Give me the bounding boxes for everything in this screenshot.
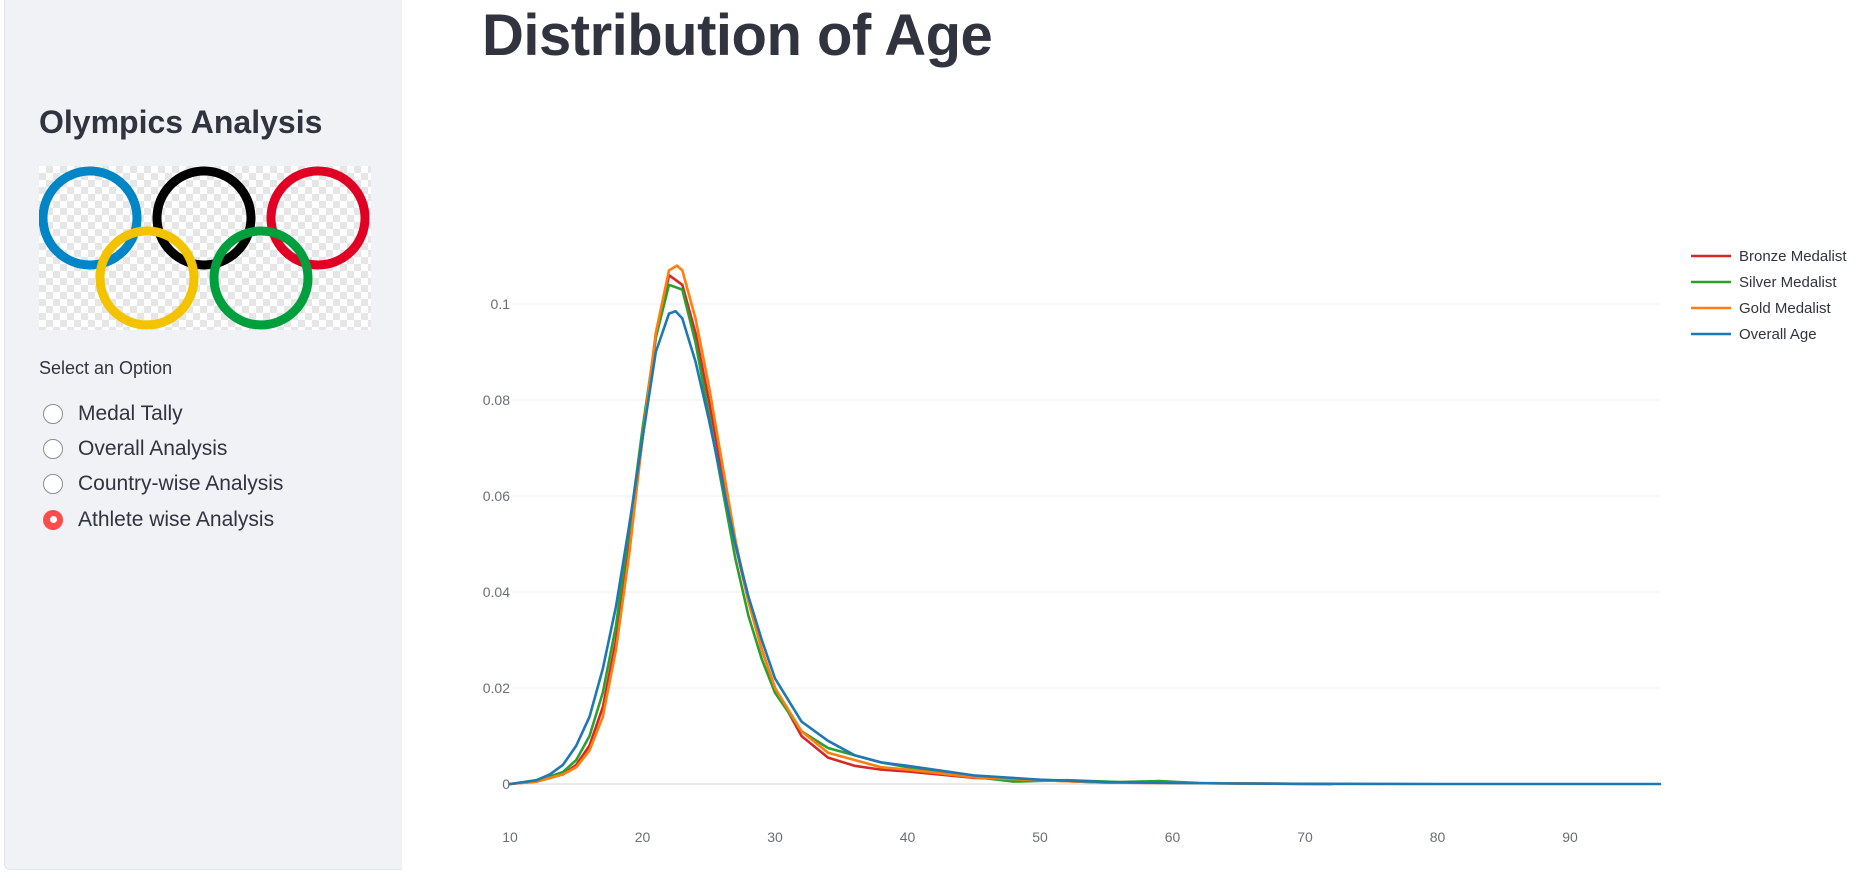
legend-label-gold-medalist: Gold Medalist [1739,300,1832,317]
legend-label-silver-medalist: Silver Medalist [1739,274,1837,291]
sidebar: Olympics Analysis Select an Option Medal… [4,0,402,870]
x-tick-label: 90 [1562,829,1578,845]
y-tick-label: 0 [502,776,510,792]
olympic-rings-svg [38,166,370,330]
y-tick-label: 0.06 [483,488,510,504]
radio-option-label: Athlete wise Analysis [78,507,275,531]
series-line-silver-medalist [508,283,1333,786]
radio-option-medal-tally[interactable]: Medal Tally [43,396,283,431]
radio-button[interactable] [43,438,63,459]
x-tick-label: 10 [502,829,518,845]
radio-button[interactable] [43,403,63,424]
legend-label-bronze-medalist: Bronze Medalist [1739,248,1847,265]
radio-option-overall-analysis[interactable]: Overall Analysis [43,431,283,466]
radio-option-label: Country-wise Analysis [78,472,284,496]
x-tick-label: 60 [1165,829,1181,845]
legend-label-overall-age: Overall Age [1739,326,1817,343]
analysis-radio-group: Medal Tally Overall Analysis Country-wis… [43,396,283,537]
x-tick-label: 80 [1430,829,1446,845]
series-line-overall-age [508,309,1662,786]
series-line-gold-medalist [508,264,1333,786]
y-tick-label: 0.02 [483,680,510,696]
radio-option-label: Overall Analysis [78,436,228,460]
olympic-rings-icon [38,166,371,330]
y-tick-label: 0.04 [483,584,510,600]
radio-option-athlete-wise-analysis[interactable]: Athlete wise Analysis [43,502,283,537]
x-tick-label: 20 [635,829,651,845]
radio-option-country-wise-analysis[interactable]: Country-wise Analysis [43,467,283,502]
x-tick-label: 70 [1297,829,1313,845]
x-tick-label: 50 [1032,829,1048,845]
radio-button[interactable] [43,474,63,495]
page-title: Distribution of Age [482,3,993,68]
radio-group-label: Select an Option [39,358,173,378]
y-tick-label: 0.1 [491,296,511,312]
y-tick-label: 0.08 [483,392,510,408]
sidebar-title: Olympics Analysis [39,104,323,140]
radio-button-selected[interactable] [43,509,63,530]
x-tick-label: 30 [767,829,783,845]
x-tick-label: 40 [900,829,916,845]
radio-option-label: Medal Tally [78,401,183,425]
